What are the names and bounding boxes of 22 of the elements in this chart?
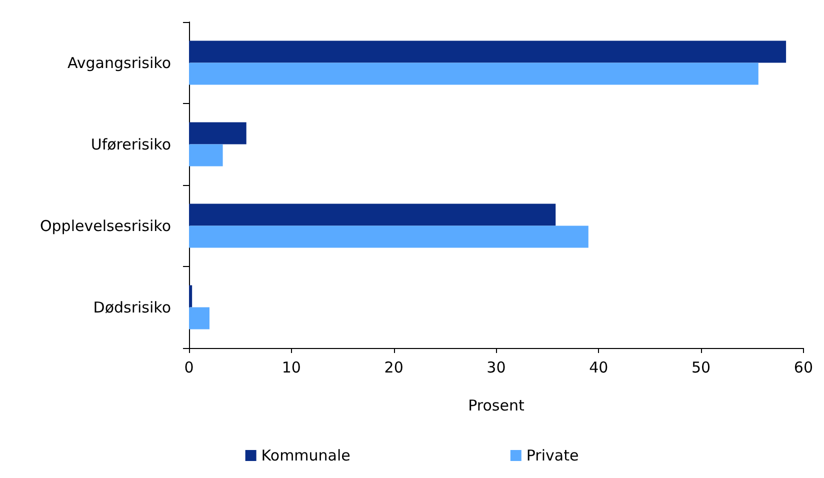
y-tick-label: Uførerisiko <box>90 135 171 154</box>
bar <box>189 122 246 144</box>
bar <box>189 307 210 330</box>
x-tick-label: 30 <box>486 358 506 376</box>
x-tick-label: 40 <box>589 358 608 376</box>
bar <box>189 62 758 85</box>
bar <box>189 144 223 166</box>
bar <box>189 226 588 248</box>
legend-label: Kommunale <box>261 446 350 464</box>
bar <box>189 40 786 63</box>
y-tick-label: Opplevelsesrisiko <box>40 216 171 235</box>
legend-label: Private <box>526 446 579 464</box>
bar <box>189 204 556 226</box>
x-tick-label: 10 <box>282 358 301 376</box>
x-tick-label: 20 <box>384 358 404 376</box>
x-tick-label: 0 <box>184 358 194 376</box>
bar <box>189 285 192 308</box>
x-tick-label: 60 <box>794 358 814 376</box>
x-axis-title: Prosent <box>468 396 524 414</box>
y-tick-label: Avgangsrisiko <box>68 54 171 72</box>
x-tick-label: 50 <box>692 358 711 376</box>
y-tick-label: Dødsrisiko <box>93 298 171 316</box>
